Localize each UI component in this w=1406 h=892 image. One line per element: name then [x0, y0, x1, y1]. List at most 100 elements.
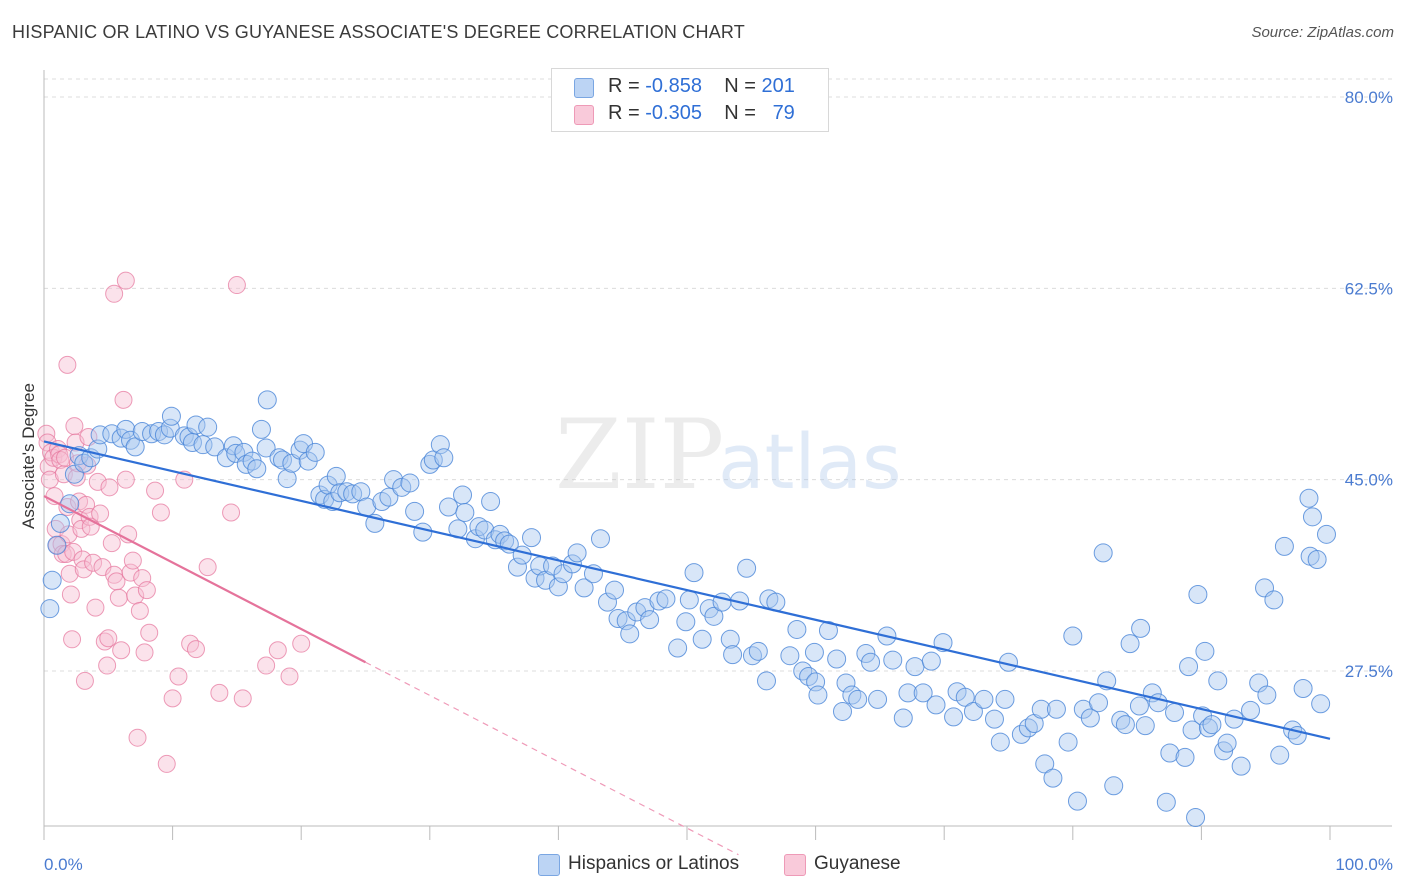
- data-point-hispanic: [1131, 618, 1151, 638]
- legend-n-value: 201: [761, 75, 795, 97]
- data-point-hispanic: [748, 641, 768, 661]
- data-point-guyanese: [75, 671, 94, 690]
- data-point-hispanic: [720, 629, 740, 649]
- data-point-hispanic: [186, 415, 206, 435]
- data-point-hispanic: [522, 528, 542, 548]
- data-point-hispanic: [1165, 703, 1185, 723]
- trend-lines: [43, 440, 1331, 856]
- data-point-hispanic: [913, 683, 933, 703]
- data-point-guyanese: [105, 284, 124, 303]
- data-point-guyanese: [133, 569, 152, 588]
- data-point-hispanic: [512, 545, 532, 565]
- data-point-guyanese: [292, 634, 311, 653]
- data-point-guyanese: [210, 683, 229, 702]
- x-tick-label: 100.0%: [1335, 855, 1393, 874]
- data-point-hispanic: [1093, 543, 1113, 563]
- data-point-hispanic: [679, 590, 699, 610]
- data-point-guyanese: [116, 271, 135, 290]
- legend-r-label: R =: [608, 75, 640, 97]
- data-point-hispanic: [1231, 756, 1251, 776]
- data-point-hispanic: [1257, 685, 1277, 705]
- data-point-hispanic: [608, 609, 628, 629]
- bottom-legend-label-guyanese: Guyanese: [814, 853, 901, 874]
- data-point-hispanic: [605, 580, 625, 600]
- data-point-hispanic: [453, 485, 473, 505]
- data-point-hispanic: [251, 419, 271, 439]
- data-point-guyanese: [109, 588, 128, 607]
- data-point-guyanese: [157, 754, 176, 773]
- data-point-guyanese: [58, 355, 77, 374]
- data-point-hispanic: [405, 501, 425, 521]
- data-point-guyanese: [268, 641, 287, 660]
- data-point-hispanic: [116, 419, 136, 439]
- data-point-guyanese: [91, 504, 110, 523]
- legend-n-value: 79: [772, 102, 795, 124]
- data-point-hispanic: [1104, 776, 1124, 796]
- data-point-hispanic: [1160, 743, 1180, 763]
- data-point-hispanic: [1195, 641, 1215, 661]
- data-point-hispanic: [64, 464, 84, 484]
- data-point-hispanic: [737, 558, 757, 578]
- data-point-hispanic: [649, 591, 669, 611]
- trend-line-guyanese: [43, 495, 367, 664]
- data-point-hispanic: [787, 619, 807, 639]
- y-tick-label: 27.5%: [1345, 662, 1393, 681]
- data-point-hispanic: [223, 436, 243, 456]
- data-point-hispanic: [205, 437, 225, 457]
- data-point-guyanese: [130, 601, 149, 620]
- data-point-guyanese: [51, 450, 70, 469]
- data-point-hispanic: [1148, 693, 1168, 713]
- x-tick-label: 0.0%: [44, 855, 83, 874]
- data-point-guyanese: [65, 417, 84, 436]
- data-point-hispanic: [1293, 678, 1313, 698]
- watermark-atlas: atlas: [718, 417, 902, 506]
- data-point-hispanic: [818, 621, 838, 641]
- data-point-guyanese: [100, 478, 119, 497]
- legend-r-value: -0.305: [645, 102, 702, 124]
- data-point-hispanic: [836, 673, 856, 693]
- legend-r-label: R =: [608, 102, 640, 124]
- data-point-guyanese: [84, 553, 103, 572]
- data-point-hispanic: [905, 657, 925, 677]
- data-point-hispanic: [567, 543, 587, 563]
- y-tick-label: 62.5%: [1345, 279, 1393, 298]
- data-point-hispanic: [269, 448, 289, 468]
- data-point-hispanic: [469, 517, 489, 537]
- data-point-hispanic: [384, 470, 404, 490]
- data-point-hispanic: [193, 435, 213, 455]
- source-label: Source: ZipAtlas.com: [1251, 24, 1394, 41]
- data-point-guyanese: [102, 534, 121, 553]
- watermark-zip: ZIP: [555, 399, 724, 511]
- data-point-guyanese: [163, 689, 182, 708]
- data-point-guyanese: [95, 632, 114, 651]
- legend-n-label: N =: [724, 75, 756, 97]
- data-point-hispanic: [543, 556, 563, 576]
- data-point-hispanic: [379, 487, 399, 507]
- data-point-guyanese: [257, 656, 276, 675]
- data-point-hispanic: [132, 422, 152, 442]
- data-point-hispanic: [1011, 724, 1031, 744]
- data-point-hispanic: [149, 422, 169, 442]
- data-point-hispanic: [1264, 590, 1284, 610]
- data-point-guyanese: [98, 656, 117, 675]
- data-point-hispanic: [944, 707, 964, 727]
- data-point-hispanic: [236, 454, 256, 474]
- data-point-hispanic: [343, 484, 363, 504]
- data-point-guyanese: [39, 457, 58, 476]
- bottom-legend-swatch-guyanese: [784, 854, 806, 876]
- data-point-hispanic: [1270, 745, 1290, 765]
- data-point-hispanic: [42, 570, 62, 590]
- data-point-hispanic: [1089, 693, 1109, 713]
- guyanese-points: [37, 271, 311, 773]
- data-point-guyanese: [63, 630, 82, 649]
- data-point-hispanic: [1316, 524, 1336, 544]
- data-point-hispanic: [1058, 732, 1078, 752]
- data-point-hispanic: [995, 689, 1015, 709]
- data-point-hispanic: [1274, 536, 1294, 556]
- data-point-hispanic: [257, 390, 277, 410]
- data-point-hispanic: [1067, 791, 1087, 811]
- data-point-hispanic: [827, 649, 847, 669]
- data-point-guyanese: [60, 564, 79, 583]
- data-point-hispanic: [434, 448, 454, 468]
